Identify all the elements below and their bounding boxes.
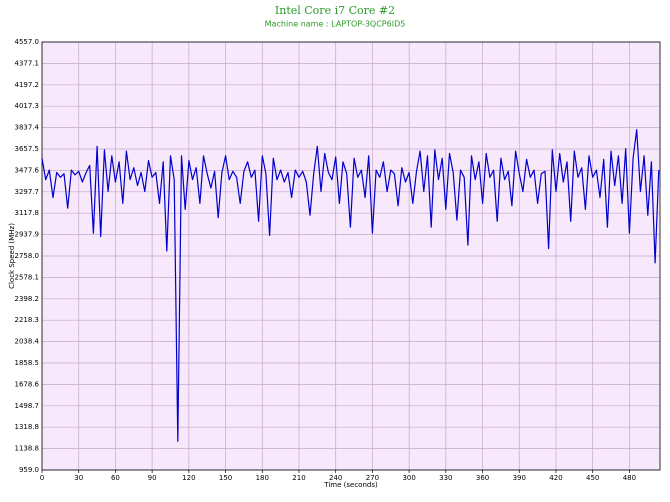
x-tick-label: 450 xyxy=(586,474,599,482)
y-tick-label: 4377.1 xyxy=(15,59,40,67)
x-tick-label: 30 xyxy=(74,474,83,482)
y-tick-label: 4197.2 xyxy=(15,81,40,89)
y-tick-label: 959.0 xyxy=(19,466,39,474)
x-tick-label: 210 xyxy=(292,474,305,482)
x-tick-label: 480 xyxy=(623,474,636,482)
x-tick-label: 360 xyxy=(476,474,489,482)
x-tick-label: 300 xyxy=(402,474,415,482)
chart-subtitle: Machine name : LAPTOP-3QCP6ID5 xyxy=(265,20,406,29)
x-tick-label: 420 xyxy=(549,474,562,482)
y-tick-label: 2758.0 xyxy=(15,252,40,260)
x-tick-label: 390 xyxy=(513,474,526,482)
x-tick-label: 120 xyxy=(182,474,195,482)
chart-title: Intel Core i7 Core #2 xyxy=(275,4,395,17)
y-tick-label: 2218.3 xyxy=(15,316,40,324)
y-tick-label: 3837.4 xyxy=(15,124,40,132)
y-tick-label: 3477.6 xyxy=(15,166,40,174)
x-tick-label: 270 xyxy=(366,474,379,482)
x-tick-label: 150 xyxy=(219,474,232,482)
y-tick-label: 4017.3 xyxy=(15,102,40,110)
y-tick-label: 1498.7 xyxy=(15,402,40,410)
x-axis-label: Time (seconds) xyxy=(323,481,378,489)
y-tick-label: 3297.7 xyxy=(15,188,40,196)
y-tick-label: 1858.5 xyxy=(15,359,40,367)
y-tick-label: 2937.9 xyxy=(15,231,40,239)
x-tick-label: 60 xyxy=(111,474,120,482)
x-tick-label: 180 xyxy=(256,474,269,482)
y-tick-label: 3117.8 xyxy=(15,209,40,217)
y-tick-label: 2578.1 xyxy=(15,273,40,281)
x-tick-label: 330 xyxy=(439,474,452,482)
x-tick-label: 90 xyxy=(148,474,157,482)
y-tick-label: 1678.6 xyxy=(15,380,40,388)
x-tick-label: 0 xyxy=(40,474,44,482)
data-line xyxy=(41,129,660,442)
y-tick-label: 1318.8 xyxy=(15,423,40,431)
y-tick-label: 4557.0 xyxy=(15,38,40,46)
y-tick-label: 3657.5 xyxy=(15,145,40,153)
x-tick-label: 240 xyxy=(329,474,342,482)
y-tick-label: 2398.2 xyxy=(15,295,40,303)
plot-frame xyxy=(41,41,661,471)
y-tick-label: 2038.4 xyxy=(15,338,40,346)
y-axis-label: Clock Speed (MHz) xyxy=(8,223,16,289)
y-tick-label: 1138.8 xyxy=(15,445,40,453)
